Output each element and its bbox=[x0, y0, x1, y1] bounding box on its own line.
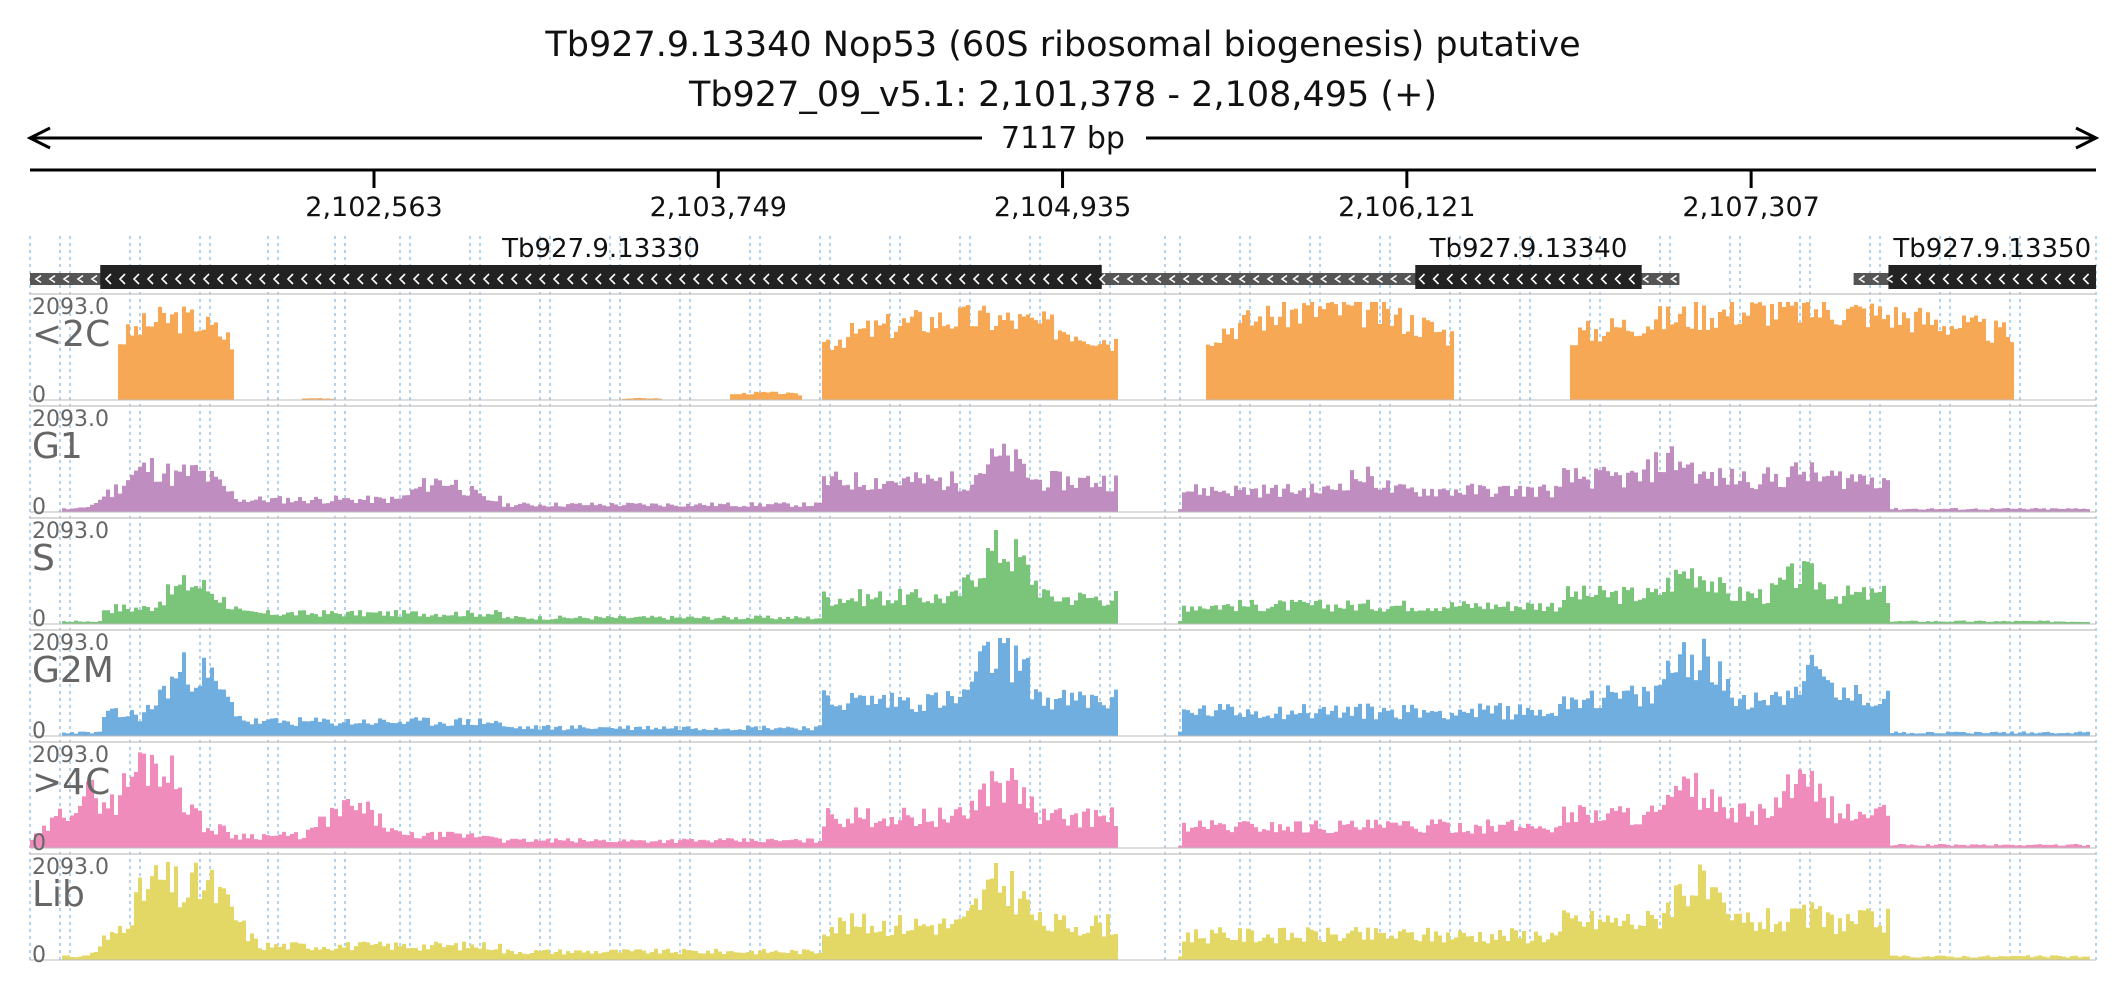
ruler-tick-label: 2,104,935 bbox=[994, 192, 1131, 223]
coverage-area bbox=[30, 529, 2098, 624]
gene-cds bbox=[1888, 265, 2096, 289]
coverage-tracks: 2093.0<2C02093.0G102093.0S02093.0G2M0209… bbox=[30, 293, 2098, 968]
strand-chevrons bbox=[34, 273, 1288, 285]
track-max-label: 2093.0 bbox=[32, 519, 109, 544]
track-max-label: 2093.0 bbox=[32, 295, 109, 320]
gene-cds bbox=[100, 265, 1102, 289]
track-name: G2M bbox=[32, 650, 114, 691]
coverage-area bbox=[30, 752, 2098, 848]
track-min-label: 0 bbox=[32, 943, 46, 968]
coverage-track[interactable]: 2093.0>4C 0 bbox=[30, 741, 2098, 856]
coverage-track[interactable]: 2093.0S 0 bbox=[30, 517, 2098, 632]
ruler-tick-label: 2,106,121 bbox=[1338, 192, 1475, 223]
track-name: Lib bbox=[32, 874, 85, 915]
track-min-label: 0 bbox=[32, 495, 46, 520]
locus-title: Tb927_09_v5.1: 2,101,378 - 2,108,495 (+) bbox=[688, 75, 1437, 115]
track-min-label: 0 bbox=[32, 383, 46, 408]
gene-model[interactable]: Tb927.9.13340 bbox=[1287, 234, 1680, 289]
coverage-track[interactable]: 2093.0G1 0 bbox=[30, 405, 2098, 520]
ruler-tick-label: 2,103,749 bbox=[650, 192, 787, 223]
coverage-track[interactable]: 2093.0<2C 0 bbox=[30, 293, 2098, 408]
track-max-label: 2093.0 bbox=[32, 407, 109, 432]
gene-label: Tb927.9.13330 bbox=[501, 234, 700, 264]
track-name: >4C bbox=[32, 762, 110, 803]
span-label: 7117 bp bbox=[1001, 121, 1125, 156]
track-name: <2C bbox=[32, 314, 110, 355]
gene-model[interactable]: Tb927.9.13350 bbox=[1853, 234, 2096, 289]
gene-track: Tb927.9.13330 Tb927.9.13340 Tb927.9.13350 bbox=[30, 234, 2096, 289]
coverage-area bbox=[30, 862, 2098, 960]
track-max-label: 2093.0 bbox=[32, 855, 109, 880]
gene-model[interactable]: Tb927.9.13330 bbox=[30, 234, 1297, 289]
track-min-label: 0 bbox=[32, 607, 46, 632]
coordinate-ruler: 2,102,563 2,103,749 2,104,935 2,106,121 2,10… bbox=[30, 168, 2096, 223]
coverage-area bbox=[30, 443, 2098, 512]
coverage-area bbox=[30, 302, 2098, 400]
strand-chevrons bbox=[1858, 273, 2090, 285]
gene-title: Tb927.9.13340 Nop53 (60S ribosomal bioge… bbox=[544, 25, 1580, 65]
track-max-label: 2093.0 bbox=[32, 743, 109, 768]
gene-label: Tb927.9.13340 bbox=[1429, 234, 1628, 264]
track-name: S bbox=[32, 538, 55, 579]
span-arrow: 7117 bp bbox=[26, 121, 2100, 156]
strand-chevrons bbox=[1292, 273, 1677, 285]
track-min-label: 0 bbox=[32, 831, 46, 856]
coverage-area bbox=[30, 638, 2098, 736]
ruler-tick-label: 2,107,307 bbox=[1682, 192, 1819, 223]
track-name: G1 bbox=[32, 426, 83, 467]
track-min-label: 0 bbox=[32, 719, 46, 744]
gene-label: Tb927.9.13350 bbox=[1892, 234, 2091, 264]
ruler-tick-label: 2,102,563 bbox=[305, 192, 442, 223]
track-max-label: 2093.0 bbox=[32, 631, 109, 656]
